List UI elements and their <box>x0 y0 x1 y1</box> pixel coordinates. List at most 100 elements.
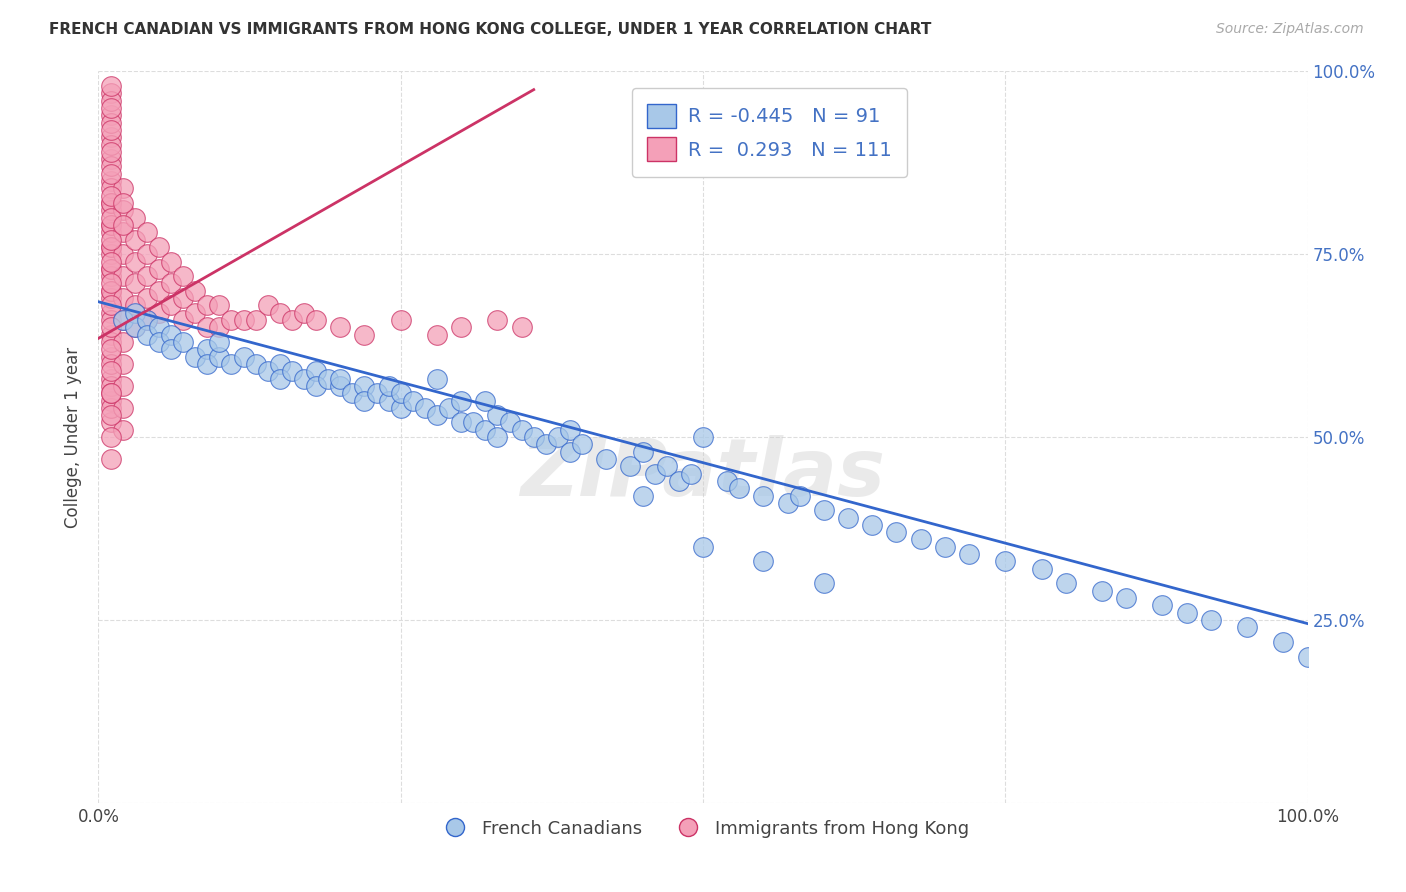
Point <box>377 393 399 408</box>
Point <box>644 467 666 481</box>
Point <box>342 386 364 401</box>
Point <box>353 379 375 393</box>
Point <box>655 459 678 474</box>
Point <box>100 196 122 211</box>
Point <box>692 540 714 554</box>
Point <box>160 327 183 342</box>
Point <box>292 306 315 320</box>
Point <box>195 357 218 371</box>
Point <box>100 240 122 254</box>
Point <box>148 284 170 298</box>
Point <box>111 357 134 371</box>
Point <box>426 408 449 422</box>
Point <box>450 393 472 408</box>
Point <box>124 277 146 291</box>
Point <box>558 423 581 437</box>
Point <box>100 145 122 159</box>
Point <box>510 423 533 437</box>
Point <box>184 350 207 364</box>
Point <box>1152 599 1174 613</box>
Point <box>679 467 702 481</box>
Point <box>100 386 122 401</box>
Point <box>1115 591 1137 605</box>
Point <box>329 379 352 393</box>
Point <box>100 137 122 152</box>
Point <box>111 181 134 195</box>
Point <box>208 298 231 312</box>
Point <box>245 357 267 371</box>
Point <box>221 313 243 327</box>
Point <box>789 489 811 503</box>
Point <box>100 254 122 268</box>
Point <box>232 313 254 327</box>
Point <box>100 240 122 254</box>
Point <box>100 211 122 225</box>
Point <box>111 269 134 284</box>
Point <box>716 474 738 488</box>
Point <box>100 291 122 305</box>
Point <box>100 167 122 181</box>
Point <box>389 401 412 415</box>
Point <box>135 269 157 284</box>
Point <box>426 371 449 385</box>
Point <box>353 393 375 408</box>
Point <box>135 313 157 327</box>
Point <box>148 240 170 254</box>
Point <box>111 203 134 218</box>
Point <box>100 188 122 202</box>
Point <box>111 313 134 327</box>
Text: ZIPatlas: ZIPatlas <box>520 434 886 513</box>
Point <box>100 225 122 239</box>
Point <box>124 254 146 268</box>
Point <box>100 416 122 430</box>
Point <box>668 474 690 488</box>
Point <box>1296 649 1319 664</box>
Point <box>124 298 146 312</box>
Point <box>148 320 170 334</box>
Point <box>281 313 304 327</box>
Point <box>100 160 122 174</box>
Point <box>100 430 122 444</box>
Point <box>195 320 218 334</box>
Point <box>111 247 134 261</box>
Point <box>353 327 375 342</box>
Point <box>292 371 315 385</box>
Text: FRENCH CANADIAN VS IMMIGRANTS FROM HONG KONG COLLEGE, UNDER 1 YEAR CORRELATION C: FRENCH CANADIAN VS IMMIGRANTS FROM HONG … <box>49 22 932 37</box>
Point <box>124 306 146 320</box>
Point <box>329 320 352 334</box>
Point <box>100 408 122 422</box>
Point <box>1272 635 1295 649</box>
Point <box>463 416 485 430</box>
Point <box>100 393 122 408</box>
Point <box>100 401 122 415</box>
Point <box>111 334 134 349</box>
Point <box>498 416 520 430</box>
Point <box>100 218 122 232</box>
Point <box>100 284 122 298</box>
Point <box>124 320 146 334</box>
Point <box>305 379 328 393</box>
Point <box>100 247 122 261</box>
Point <box>172 269 194 284</box>
Point <box>100 130 122 145</box>
Point <box>184 284 207 298</box>
Point <box>886 525 908 540</box>
Point <box>269 306 291 320</box>
Point <box>160 277 183 291</box>
Point <box>450 416 472 430</box>
Point <box>100 203 122 218</box>
Point <box>135 225 157 239</box>
Point <box>124 233 146 247</box>
Point <box>100 218 122 232</box>
Point <box>837 510 859 524</box>
Point <box>172 291 194 305</box>
Point <box>195 343 218 357</box>
Point <box>547 430 569 444</box>
Point <box>366 386 388 401</box>
Point <box>100 108 122 122</box>
Point <box>776 496 799 510</box>
Point <box>329 371 352 385</box>
Point <box>558 444 581 458</box>
Point <box>100 181 122 195</box>
Point <box>910 533 932 547</box>
